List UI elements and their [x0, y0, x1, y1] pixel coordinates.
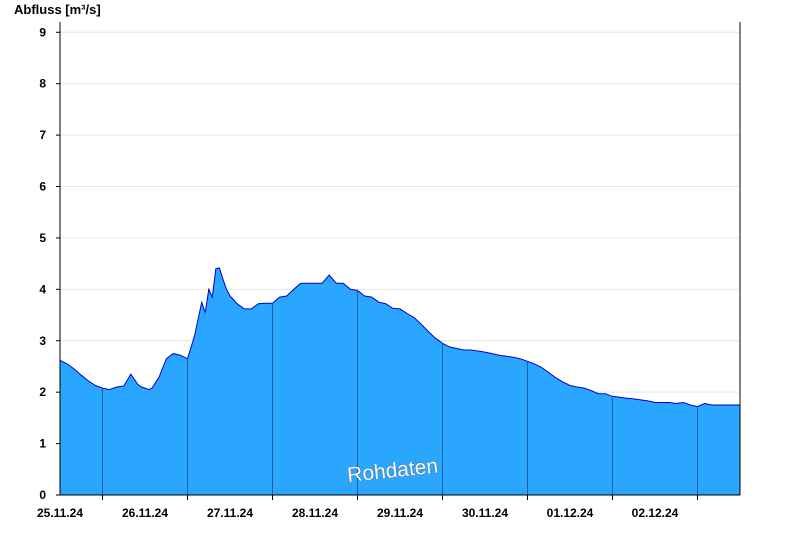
y-tick-label-5: 5 [39, 231, 46, 245]
x-tick-label-1: 26.11.24 [122, 506, 168, 520]
y-tick-label-2: 2 [39, 385, 46, 399]
y-tick-label-4: 4 [39, 282, 46, 296]
y-tick-label-1: 1 [39, 437, 46, 451]
x-tick-label-7: 02.12.24 [632, 506, 679, 520]
y-tick-label-7: 7 [39, 128, 46, 142]
y-tick-label-3: 3 [39, 334, 46, 348]
discharge-area-fill [60, 267, 740, 495]
y-ticks: 0 1 2 3 4 5 6 7 8 9 [39, 25, 60, 502]
x-tick-label-5: 30.11.24 [462, 506, 508, 520]
discharge-line [59, 267, 740, 408]
y-tick-label-6: 6 [39, 180, 46, 194]
y-tick-label-0: 0 [39, 488, 46, 502]
discharge-area [59, 267, 740, 495]
x-tick-label-4: 29.11.24 [377, 506, 423, 520]
axes [59, 22, 741, 496]
x-tick-label-0: 25.11.24 [37, 506, 83, 520]
day-boundary-lines [102, 290, 698, 495]
x-tick-label-3: 28.11.24 [292, 506, 338, 520]
x-tick-label-6: 01.12.24 [547, 506, 594, 520]
y-axis-title: Abfluss [m³/s] [14, 2, 101, 17]
x-tick-label-2: 27.11.24 [207, 506, 253, 520]
y-tick-label-8: 8 [39, 77, 46, 91]
y-tick-label-9: 9 [39, 25, 46, 39]
watermark-label: Rohdaten [346, 455, 439, 487]
x-ticks: 25.11.24 26.11.24 27.11.24 28.11.24 29.11.24… [37, 495, 698, 520]
